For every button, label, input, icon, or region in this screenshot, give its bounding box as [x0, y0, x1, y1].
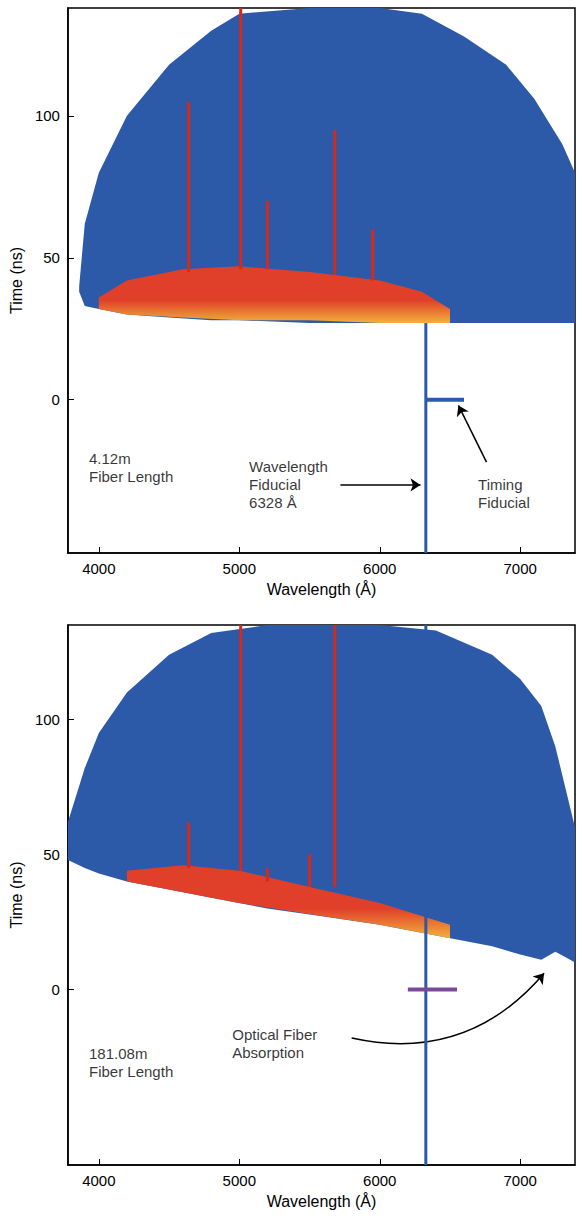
svg-text:100: 100 [35, 711, 60, 728]
svg-text:Wavelength (Å): Wavelength (Å) [267, 1192, 377, 1210]
svg-text:181.08m: 181.08m [89, 1045, 147, 1062]
svg-text:50: 50 [43, 846, 60, 863]
svg-text:4000: 4000 [82, 1172, 115, 1189]
svg-text:0: 0 [52, 391, 60, 408]
svg-text:Fiber Length: Fiber Length [89, 1063, 173, 1080]
svg-text:Absorption: Absorption [232, 1044, 304, 1061]
svg-text:Fiber Length: Fiber Length [89, 468, 173, 485]
svg-text:Optical Fiber: Optical Fiber [232, 1026, 317, 1043]
svg-text:0: 0 [52, 981, 60, 998]
svg-text:6328 Å: 6328 Å [249, 494, 297, 511]
svg-text:Fiducial: Fiducial [249, 476, 301, 493]
svg-text:7000: 7000 [504, 1172, 537, 1189]
svg-text:Time (ns): Time (ns) [8, 247, 25, 314]
svg-text:Fiducial: Fiducial [478, 494, 530, 511]
svg-text:4000: 4000 [82, 560, 115, 577]
svg-text:6000: 6000 [363, 560, 396, 577]
svg-text:5000: 5000 [223, 1172, 256, 1189]
svg-text:Timing: Timing [478, 476, 522, 493]
svg-text:50: 50 [43, 249, 60, 266]
svg-text:Wavelength (Å): Wavelength (Å) [267, 580, 377, 598]
svg-text:100: 100 [35, 107, 60, 124]
svg-text:4.12m: 4.12m [89, 450, 131, 467]
svg-text:5000: 5000 [223, 560, 256, 577]
svg-text:Time (ns): Time (ns) [8, 862, 25, 929]
svg-text:Wavelength: Wavelength [249, 458, 328, 475]
svg-text:6000: 6000 [363, 1172, 396, 1189]
svg-text:7000: 7000 [504, 560, 537, 577]
